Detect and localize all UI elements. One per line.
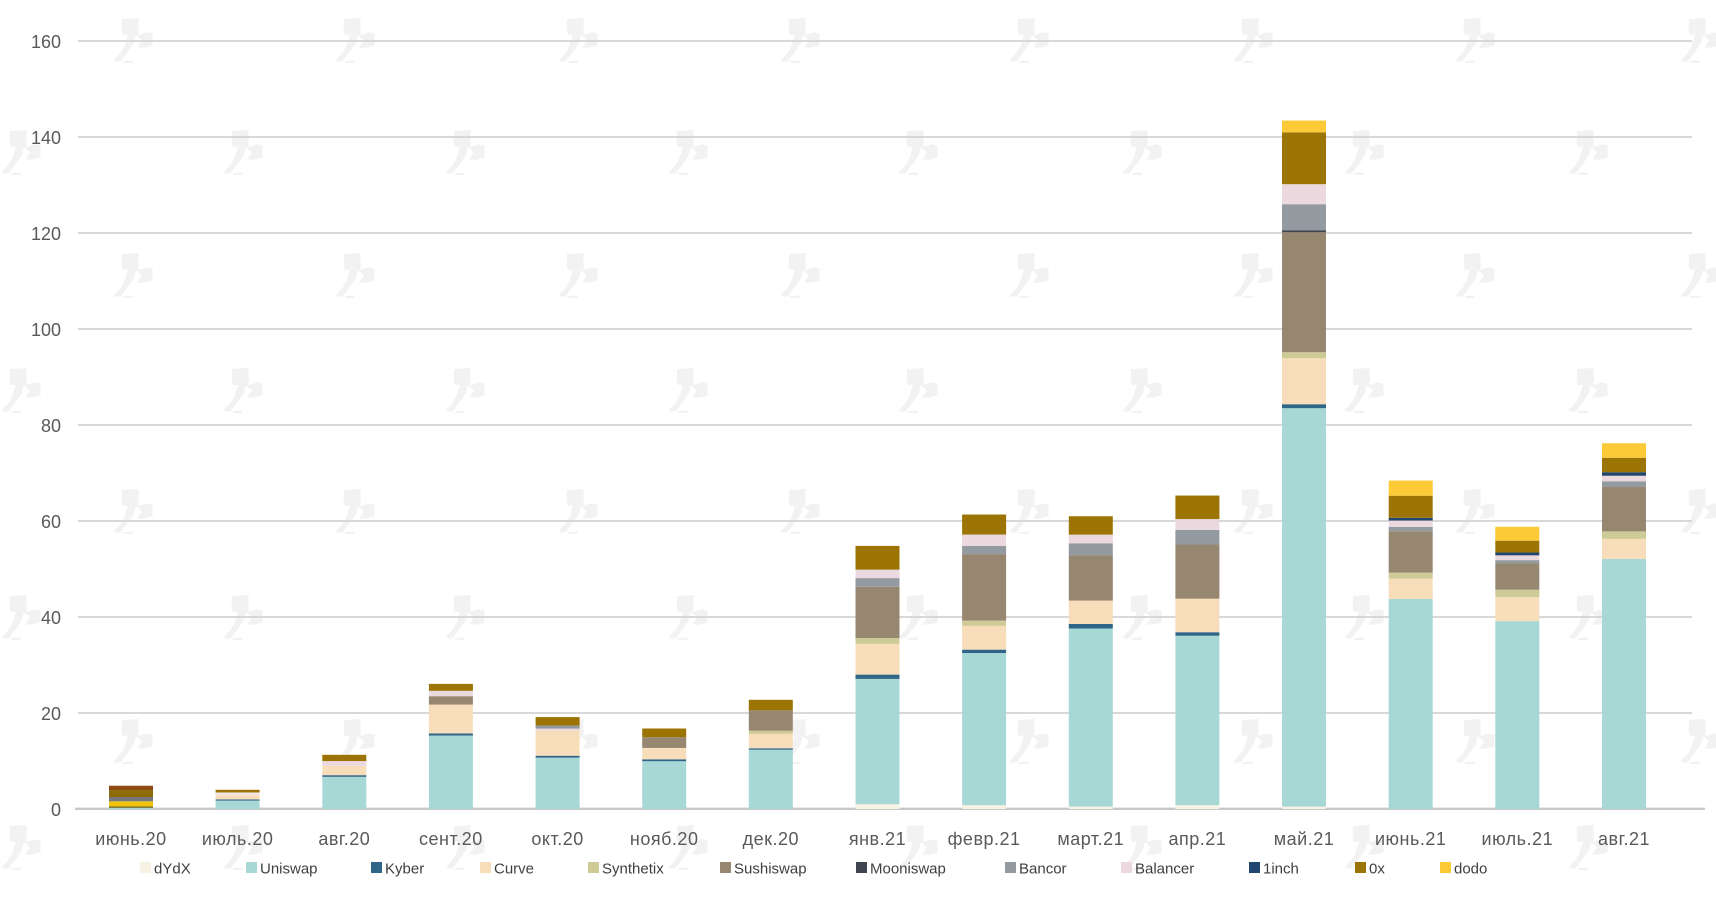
svg-text:80: 80 [41, 416, 61, 436]
svg-text:июнь.21: июнь.21 [1375, 829, 1446, 849]
svg-text:Kyber: Kyber [385, 861, 424, 878]
svg-text:0x: 0x [1369, 861, 1385, 878]
svg-text:Sushiswap: Sushiswap [734, 861, 807, 878]
svg-text:апр.21: апр.21 [1169, 829, 1227, 849]
svg-text:март.21: март.21 [1057, 829, 1124, 849]
svg-text:20: 20 [41, 704, 61, 724]
svg-text:100: 100 [31, 320, 61, 340]
svg-text:dodo: dodo [1454, 861, 1487, 878]
svg-text:dYdX: dYdX [154, 861, 191, 878]
svg-text:авг.21: авг.21 [1598, 829, 1650, 849]
svg-text:нояб.20: нояб.20 [630, 829, 699, 849]
svg-text:июль.20: июль.20 [202, 829, 274, 849]
svg-text:июнь.20: июнь.20 [95, 829, 166, 849]
svg-text:140: 140 [31, 128, 61, 148]
svg-text:40: 40 [41, 608, 61, 628]
svg-text:60: 60 [41, 512, 61, 532]
svg-text:май.21: май.21 [1274, 829, 1334, 849]
svg-text:февр.21: февр.21 [948, 829, 1021, 849]
svg-text:Curve: Curve [494, 861, 534, 878]
svg-text:окт.20: окт.20 [531, 829, 583, 849]
svg-text:120: 120 [31, 224, 61, 244]
svg-text:Balancer: Balancer [1135, 861, 1194, 878]
svg-text:160: 160 [31, 32, 61, 52]
svg-text:сент.20: сент.20 [419, 829, 483, 849]
svg-text:дек.20: дек.20 [743, 829, 799, 849]
svg-text:июль.21: июль.21 [1482, 829, 1554, 849]
svg-text:Bancor: Bancor [1019, 861, 1067, 878]
svg-text:авг.20: авг.20 [318, 829, 370, 849]
svg-text:Mooniswap: Mooniswap [870, 861, 946, 878]
svg-text:1inch: 1inch [1263, 861, 1299, 878]
svg-text:0: 0 [51, 800, 61, 820]
svg-text:Uniswap: Uniswap [260, 861, 318, 878]
svg-text:янв.21: янв.21 [849, 829, 906, 849]
svg-text:Synthetix: Synthetix [602, 861, 664, 878]
